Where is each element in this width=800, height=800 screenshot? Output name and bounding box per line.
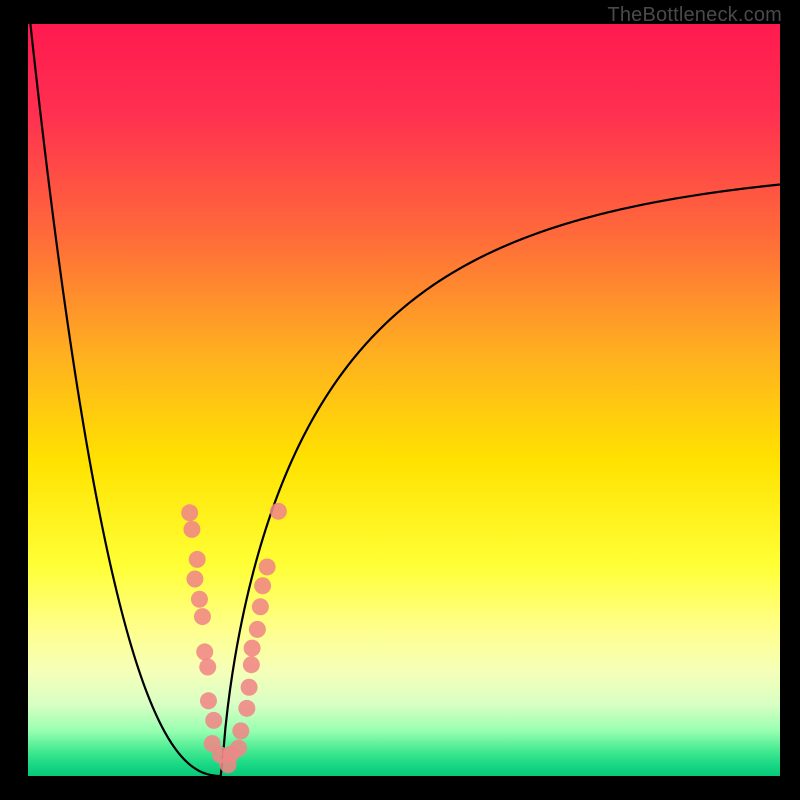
scatter-point: [238, 700, 255, 717]
scatter-point: [249, 621, 266, 638]
scatter-point: [252, 598, 269, 615]
scatter-layer: [28, 24, 780, 776]
plot-area: [28, 24, 780, 776]
scatter-point: [186, 570, 203, 587]
scatter-point: [189, 551, 206, 568]
scatter-point: [194, 608, 211, 625]
scatter-point: [241, 679, 258, 696]
scatter-point: [191, 591, 208, 608]
scatter-point: [230, 740, 247, 757]
scatter-point: [196, 643, 213, 660]
scatter-point: [259, 558, 276, 575]
scatter-point: [181, 504, 198, 521]
scatter-point: [183, 521, 200, 538]
scatter-point: [205, 712, 222, 729]
watermark-text: TheBottleneck.com: [607, 4, 782, 27]
scatter-point: [244, 640, 261, 657]
scatter-point: [254, 577, 271, 594]
chart-container: TheBottleneck.com: [0, 0, 800, 800]
scatter-point: [243, 656, 260, 673]
scatter-point: [200, 692, 217, 709]
scatter-point: [232, 722, 249, 739]
scatter-point: [270, 503, 287, 520]
scatter-point: [199, 658, 216, 675]
